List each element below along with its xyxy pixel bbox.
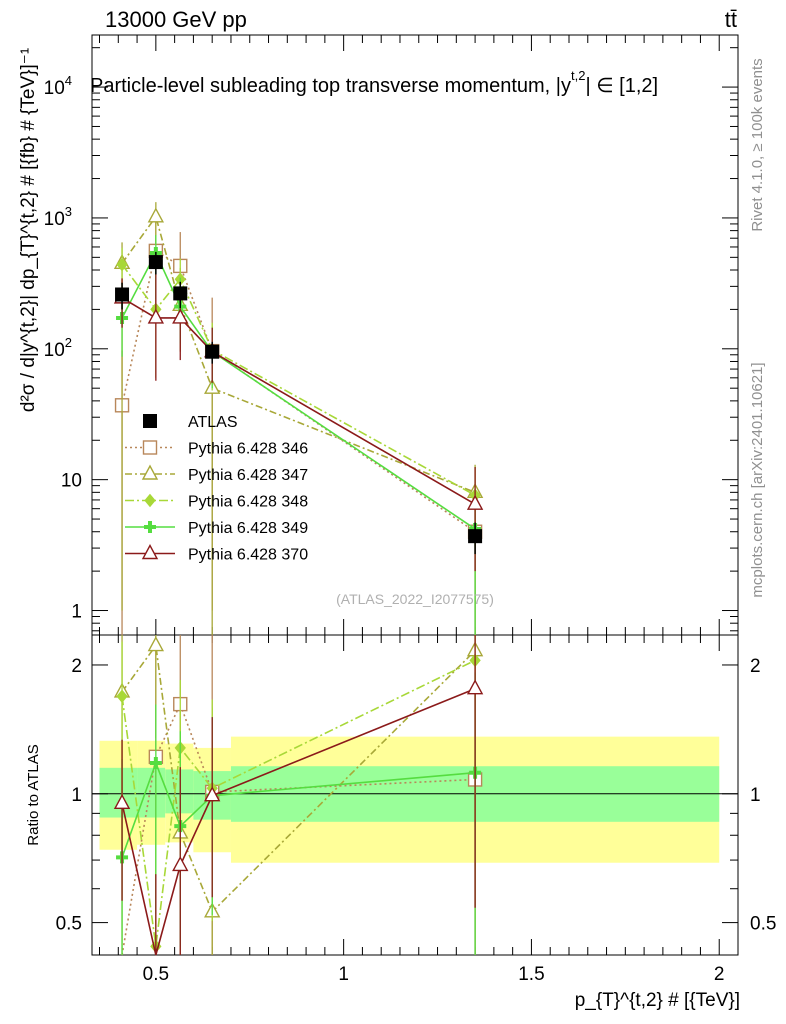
series-line-ratio — [121, 659, 476, 947]
legend-marker — [143, 414, 157, 428]
series-point — [147, 207, 165, 223]
legend-label: Pythia 6.428 370 — [188, 547, 308, 564]
x-tick-label: 0.5 — [143, 964, 169, 985]
y-tick-label-main: 102 — [44, 335, 72, 361]
ratio-uncertainty-bands — [99, 736, 720, 863]
data-point — [205, 344, 220, 359]
y-tick-label-ratio: 2 — [71, 656, 82, 677]
series-line-main — [121, 214, 476, 494]
ratio-point — [204, 786, 221, 802]
series-point — [172, 308, 189, 324]
legend-label: Pythia 6.428 346 — [188, 441, 308, 458]
series-point — [147, 308, 165, 324]
ratio-point — [466, 679, 484, 695]
plot-title-main: Particle-level subleading top transverse… — [90, 75, 571, 97]
series-line-main — [121, 264, 476, 496]
energy-label: 13000 GeV pp — [105, 7, 247, 32]
y-axis-label-ratio: Ratio to ATLAS — [25, 744, 42, 845]
series-point — [466, 494, 484, 510]
y-tick-label-main: 104 — [44, 73, 72, 99]
process-label: tt̄ — [725, 7, 737, 32]
y-tick-label-main: 10 — [61, 471, 82, 492]
side-label-mcplots: mcplots.cern.ch [arXiv:2401.10621] — [749, 362, 766, 597]
legend-label: ATLAS — [188, 414, 238, 431]
plot-title: Particle-level subleading top transverse… — [90, 68, 658, 97]
data-point — [148, 255, 163, 270]
ratio-panel-frame — [91, 634, 739, 956]
x-axis-label: p_{T}^{t,2} # [{TeV}] — [575, 990, 740, 1011]
y-tick-exponent: 2 — [65, 335, 72, 350]
y-axis-label-main: d²σ / d|y^{t,2}| dp_{T}^{t,2} # [{fb} # … — [18, 48, 39, 412]
legend-marker — [142, 440, 158, 455]
watermark: (ATLAS_2022_I2077575) — [336, 591, 494, 607]
y-tick-label-main: 1 — [71, 602, 82, 623]
series-point — [116, 257, 128, 272]
ratio-point — [147, 636, 165, 652]
y-tick-label-main: 103 — [44, 204, 72, 230]
main-panel-frame — [91, 34, 739, 636]
plot-title-tail: | ∈ [1,2] — [585, 75, 658, 97]
side-label-rivet: Rivet 4.1.0, ≥ 100k events — [749, 58, 766, 231]
ratio-series-layer — [113, 635, 484, 956]
legend-marker — [144, 521, 156, 533]
data-point — [173, 286, 188, 301]
legend-marker — [144, 493, 156, 508]
y-tick-exponent: 4 — [65, 73, 72, 88]
y-tick-label-ratio-right: 0.5 — [750, 914, 776, 935]
y-tick-label-ratio: 0.5 — [56, 914, 82, 935]
y-tick-label-ratio: 1 — [71, 785, 82, 806]
ratio-band-green — [165, 769, 194, 814]
y-tick-label-ratio-right: 2 — [750, 656, 761, 677]
data-point — [115, 287, 130, 302]
y-tick-label-ratio-right: 1 — [750, 785, 761, 806]
main-axis-ticks: 1 10 102 103 104 — [44, 47, 738, 632]
x-tick-label: 2 — [714, 964, 725, 985]
ratio-band-green — [99, 767, 138, 818]
legend-label: Pythia 6.428 349 — [188, 520, 308, 537]
ratio-point — [149, 757, 162, 770]
plot-title-superscript: t,2 — [571, 68, 585, 83]
legend-label: Pythia 6.428 347 — [188, 467, 308, 484]
legend-marker — [141, 544, 159, 560]
main-series-layer — [113, 202, 484, 635]
y-tick-exponent: 3 — [65, 204, 72, 219]
ratio-point — [113, 793, 131, 810]
x-tick-label: 1.5 — [518, 964, 544, 985]
x-tick-label: 1 — [338, 964, 349, 985]
legend: ATLAS Pythia 6.428 346 Pythia 6.428 347 Pyt… — [125, 414, 308, 564]
legend-marker — [141, 464, 159, 480]
data-point — [468, 529, 483, 544]
legend-label: Pythia 6.428 348 — [188, 494, 308, 511]
ratio-point — [172, 855, 189, 872]
ratio-point — [116, 689, 128, 704]
